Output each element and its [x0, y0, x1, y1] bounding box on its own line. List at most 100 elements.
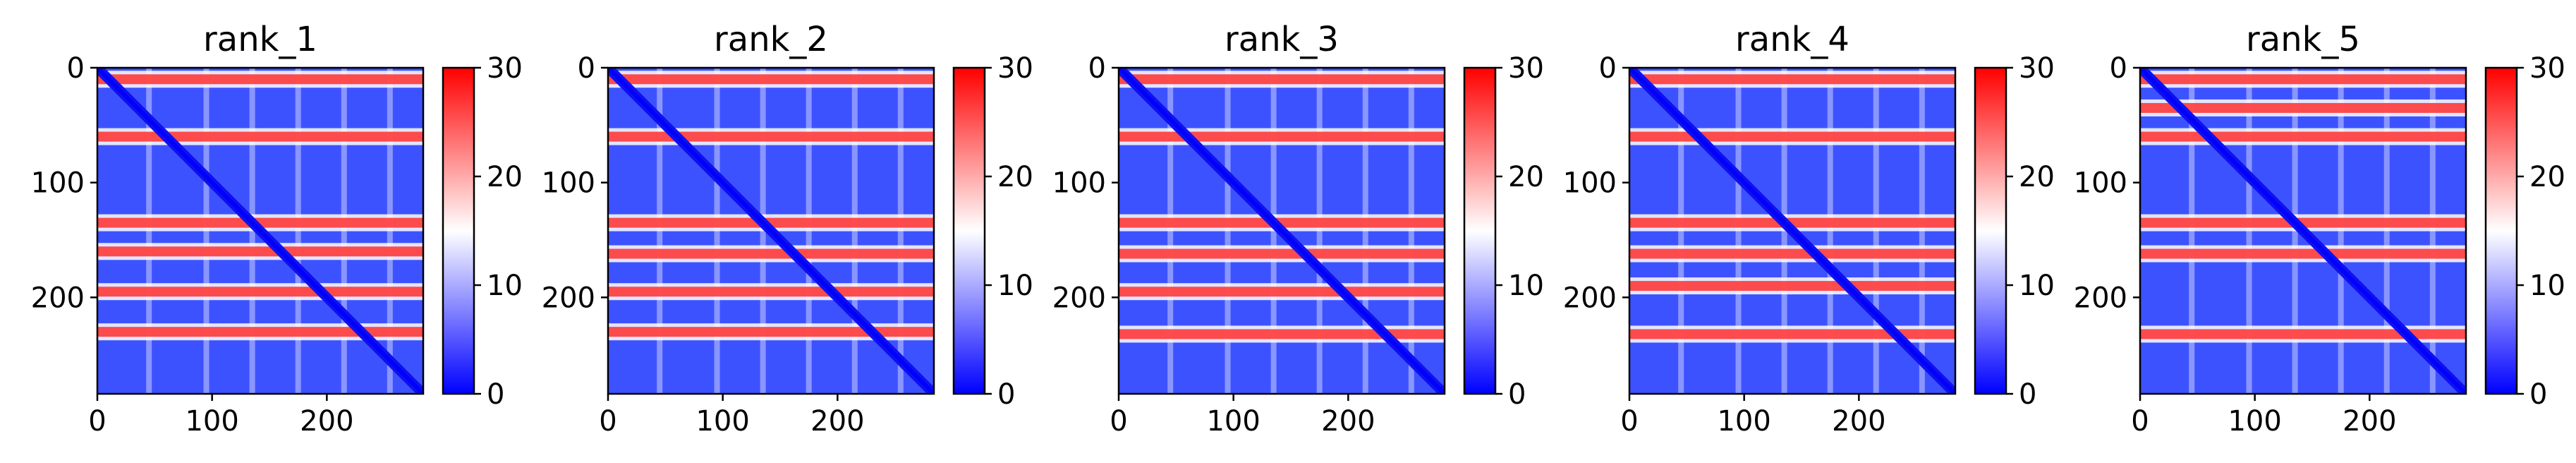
- panel-title: rank_5: [2246, 20, 2360, 59]
- colorbar-tick-label: 10: [1508, 270, 1544, 302]
- x-tick-label: 0: [599, 405, 616, 438]
- heatmap-band: [1629, 74, 1955, 85]
- colorbar-tick-label: 20: [1508, 161, 1544, 193]
- colorbar: [954, 68, 985, 394]
- colorbar-frame: [442, 66, 475, 395]
- heatmap-body: [608, 68, 934, 394]
- heatmap-panel-1: rank_1 0 100 200 0 100 200 0 10 20 30: [31, 20, 523, 438]
- y-tick-label: 200: [31, 282, 85, 314]
- x-tick-label: 200: [300, 405, 353, 438]
- colorbar-tick-label: 30: [997, 52, 1033, 85]
- heatmap-band: [608, 74, 934, 85]
- colorbar: [443, 68, 474, 394]
- axes-frame: [2139, 66, 2467, 395]
- x-tick-label: 100: [1206, 405, 1260, 438]
- x-tick-label: 100: [185, 405, 238, 438]
- y-tick-label: 200: [1563, 282, 1617, 314]
- heatmap-body: [2140, 68, 2466, 394]
- heatmap-diagonal-core: [608, 68, 934, 394]
- heatmap-band: [1119, 287, 1445, 297]
- colorbar-tick-label: 0: [487, 378, 504, 411]
- heatmap-band: [97, 246, 423, 257]
- colorbar-frame: [1974, 66, 2007, 395]
- colorbar-tick-label: 0: [1508, 378, 1526, 411]
- y-tick-label: 0: [578, 52, 595, 85]
- heatmap-band: [2140, 329, 2466, 339]
- heatmap-band: [97, 131, 423, 142]
- axes-frame: [96, 66, 425, 395]
- heatmap-band: [1119, 131, 1445, 142]
- colorbar-tick-label: 10: [487, 270, 523, 302]
- colorbar: [1464, 68, 1495, 394]
- x-tick-label: 100: [695, 405, 749, 438]
- heatmap-band: [608, 327, 934, 337]
- heatmap-diagonal-core: [1629, 68, 1955, 394]
- heatmap-band: [1629, 281, 1955, 291]
- y-tick-label: 100: [1052, 167, 1106, 200]
- panel-title: rank_2: [714, 20, 828, 59]
- y-tick-label: 100: [1563, 167, 1617, 200]
- colorbar-tick-label: 10: [2529, 270, 2565, 302]
- x-tick-label: 200: [1321, 405, 1375, 438]
- colorbar-tick-label: 20: [997, 161, 1033, 193]
- heatmap-band: [2140, 248, 2466, 259]
- heatmap-body: [1119, 68, 1445, 394]
- y-tick-label: 0: [67, 52, 85, 85]
- y-tick-label: 100: [542, 167, 595, 200]
- colorbar-frame: [2484, 66, 2518, 395]
- heatmap-band: [608, 248, 934, 259]
- y-tick-label: 100: [31, 167, 85, 200]
- colorbar-tick-label: 0: [2529, 378, 2547, 411]
- heatmap-band: [97, 74, 423, 85]
- colorbar-tick-label: 10: [997, 270, 1033, 302]
- heatmap-diagonal-core: [97, 68, 423, 394]
- colorbar-tick-label: 20: [2529, 161, 2565, 193]
- colorbar-frame: [1463, 66, 1497, 395]
- heatmap-panel-5: rank_5 0 100 200 0 100 200 0 10 20 30: [2074, 20, 2565, 438]
- heatmap-body: [97, 68, 423, 394]
- colorbar-tick-label: 20: [2019, 161, 2055, 193]
- x-tick-label: 200: [810, 405, 864, 438]
- colorbar-tick-label: 30: [1508, 52, 1544, 85]
- y-tick-label: 200: [1052, 282, 1106, 314]
- panel-title: rank_4: [1735, 20, 1849, 59]
- y-tick-label: 0: [1599, 52, 1617, 85]
- axes-frame: [1117, 66, 1446, 395]
- x-tick-label: 0: [1110, 405, 1127, 438]
- heatmap-band: [97, 287, 423, 297]
- heatmap-band: [1119, 329, 1445, 339]
- colorbar-tick-label: 20: [487, 161, 523, 193]
- heatmap-band: [1629, 217, 1955, 228]
- heatmap-band: [1119, 248, 1445, 259]
- panel-title: rank_3: [1225, 20, 1339, 59]
- heatmap-band: [608, 217, 934, 228]
- heatmap-band: [2140, 217, 2466, 228]
- heatmap-body: [1629, 68, 1955, 394]
- heatmap-panel-2: rank_2 0 100 200 0 100 200 0 10 20 30: [542, 20, 1033, 438]
- colorbar-tick-label: 30: [2529, 52, 2565, 85]
- panel-title: rank_1: [203, 20, 317, 59]
- heatmap-band: [1119, 217, 1445, 228]
- colorbar-tick-label: 30: [2019, 52, 2055, 85]
- heatmap-panel-3: rank_3 0 100 200 0 100 200 0 10 20 30: [1052, 20, 1544, 438]
- y-tick-label: 100: [2074, 167, 2127, 200]
- heatmap-band: [97, 217, 423, 228]
- x-tick-label: 0: [88, 405, 106, 438]
- heatmap-band: [2140, 131, 2466, 142]
- heatmap-band: [2140, 102, 2466, 113]
- y-tick-label: 0: [2110, 52, 2127, 85]
- axes-frame: [1628, 66, 1957, 395]
- x-tick-label: 200: [1832, 405, 1885, 438]
- colorbar-frame: [952, 66, 986, 395]
- colorbar-tick-label: 0: [2019, 378, 2036, 411]
- heatmap-band: [97, 327, 423, 337]
- heatmap-band: [1119, 74, 1445, 85]
- heatmap-band: [608, 131, 934, 142]
- colorbar-tick-label: 10: [2019, 270, 2055, 302]
- colorbar: [1975, 68, 2006, 394]
- heatmap-band: [608, 287, 934, 297]
- colorbar: [2486, 68, 2517, 394]
- x-tick-label: 0: [1620, 405, 1638, 438]
- y-tick-label: 0: [1088, 52, 1106, 85]
